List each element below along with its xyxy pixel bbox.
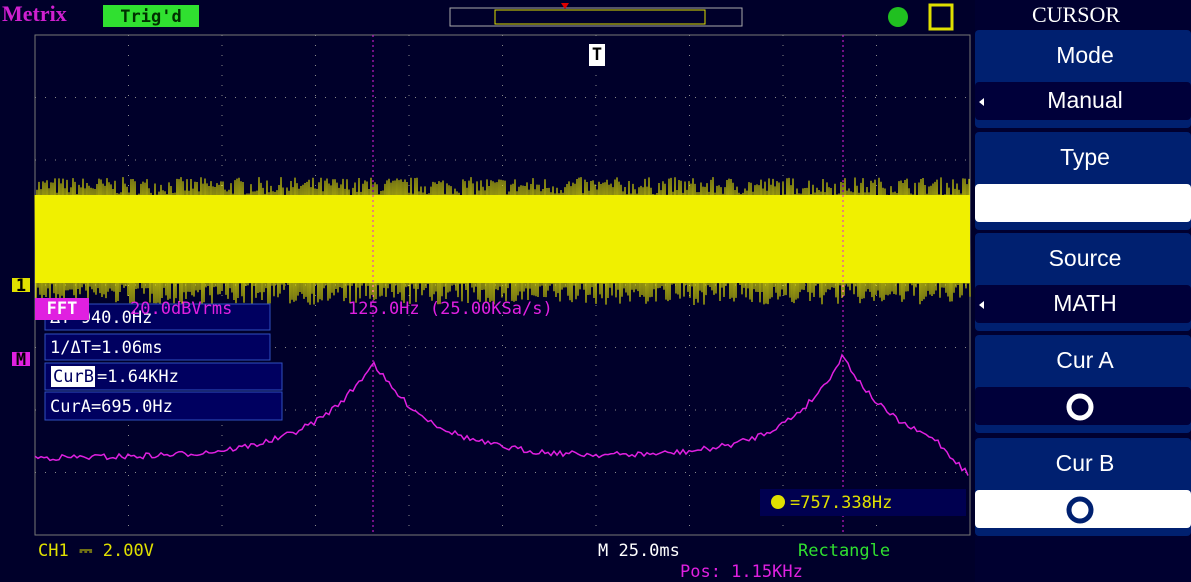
knob-icon (1066, 496, 1094, 524)
menu-label: Source (1049, 245, 1122, 271)
menu-label: Type (1060, 144, 1110, 170)
menu-value-box[interactable] (975, 387, 1191, 425)
fft-rate: 125.0Hz (25.00KSa/s) (348, 299, 553, 319)
fft-position: Pos: 1.15KHz (680, 562, 803, 582)
counter-value: =757.338Hz (790, 493, 892, 513)
ch1-marker: 1 (16, 276, 26, 296)
knob-icon (1066, 393, 1094, 421)
math-marker-box (12, 352, 30, 366)
ch1-trace (34, 177, 971, 305)
menu-value-box[interactable] (975, 184, 1191, 222)
readout-curb-name: CurB (53, 367, 94, 387)
fft-badge (35, 298, 89, 320)
trig-badge (103, 5, 199, 27)
menu-value-box[interactable] (975, 82, 1191, 120)
timebase: M 25.0ms (598, 541, 680, 561)
timebase-window (494, 9, 706, 25)
softkey-menu: CURSOR Mode Manual Type Time Source MATH Cur A… (975, 0, 1191, 582)
curb-highlight[interactable] (51, 366, 95, 387)
menu-arrow (979, 98, 984, 106)
trigger-pointer (561, 3, 569, 9)
menu-arrow (979, 301, 984, 309)
trigger-marker-box (589, 44, 605, 66)
math-fft-trace (34, 353, 969, 476)
menu-value-box[interactable] (975, 285, 1191, 323)
readout-cura: CurA=695.0Hz (50, 397, 173, 417)
brand: Metrix (2, 1, 67, 26)
usb-icon (928, 3, 954, 31)
counter-icon (771, 495, 785, 509)
waveforms (34, 177, 971, 476)
math-marker: M (16, 350, 26, 370)
menu-value: MATH (1053, 290, 1116, 316)
fft-label: FFT (47, 299, 78, 319)
channel-scale: CH1 ⎓ 2.00V (38, 541, 154, 561)
menu-arrow (979, 200, 984, 208)
trigger-status: Trig'd (120, 7, 181, 27)
menu-label: Cur A (1056, 347, 1114, 373)
fft-scale: 20.0dBVrms (130, 299, 232, 319)
menu-label: Cur B (1056, 450, 1115, 476)
menu-value-box[interactable] (975, 490, 1191, 528)
ch1-marker-box (12, 278, 30, 292)
menu-title: CURSOR (1032, 2, 1120, 27)
menu-label: Mode (1056, 42, 1114, 68)
readout-inverse: 1/ΔT=1.06ms (50, 338, 163, 358)
counter-box (760, 489, 966, 516)
fft-window: Rectangle (798, 541, 890, 561)
menu-value: Time (1060, 189, 1110, 215)
menu-value: Manual (1047, 87, 1122, 113)
readout-curb-value: =1.64KHz (97, 367, 179, 387)
readout-box (44, 391, 283, 421)
trigger-marker: T (592, 45, 602, 65)
status-icon (888, 7, 908, 27)
readout-box (44, 333, 271, 361)
timebase-indicator (449, 7, 743, 27)
